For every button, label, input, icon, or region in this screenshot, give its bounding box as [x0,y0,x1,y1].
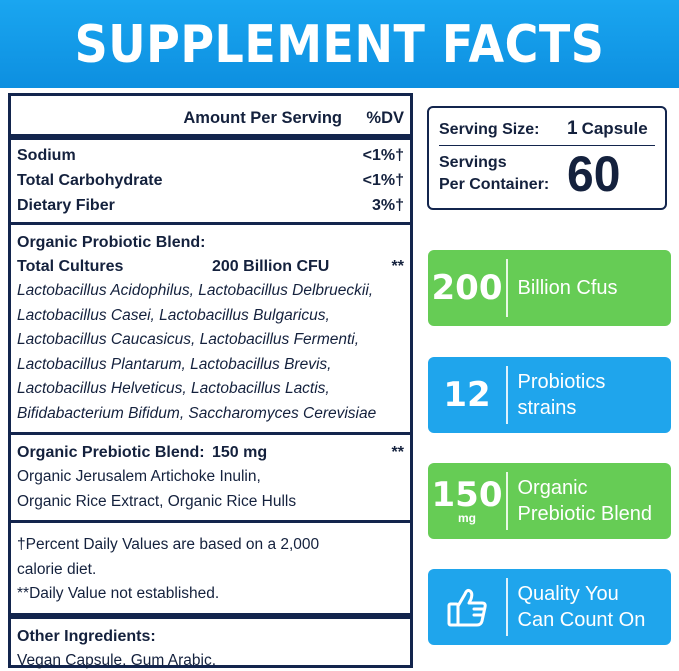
strain-line: Lactobacillus Acidophilus, Lactobacillus… [17,282,374,299]
serving-size-label: Serving Size: [439,121,540,138]
nutrient-dv: <1%† [362,172,404,189]
nutrient-name: Dietary Fiber [17,197,115,214]
probiotic-section: Organic Probiotic Blend: Total Cultures … [17,225,404,432]
nutrient-name: Sodium [17,147,76,164]
cultures-label: Total Cultures [17,258,124,275]
serving-size-value: 1 [567,118,578,139]
card-divider [506,366,508,424]
divider [11,222,410,225]
other-ingredients-section: Other Ingredients: Vegan Capsule, Gum Ar… [17,619,404,671]
card-divider [506,259,508,317]
prebiotic-dv: ** [391,444,404,461]
card-text-line: Can Count On [517,609,646,631]
nutrient-dv: <1%† [362,147,404,164]
prebiotic-line: Organic Rice Extract, Organic Rice Hulls [17,492,297,510]
header-banner: SUPPLEMENT FACTS [0,0,679,88]
other-ingredients-title: Other Ingredients: [17,627,156,645]
card-text-line: Probiotics [517,371,606,393]
feature-card-prebiotic-blend: 150 mg Organic Prebiotic Blend [428,463,671,539]
nutrient-dv: 3%† [371,197,404,214]
strain-line: Lactobacillus Casei, Lactobacillus Bulga… [17,306,330,324]
card-text: Probiotics strains [508,369,606,421]
feature-card-probiotic-strains: 12 Probiotics strains [428,357,671,433]
prebiotic-amount: 150 mg [212,444,268,461]
divider [11,432,410,435]
divider [11,520,410,523]
dv-label: %DV [366,109,404,127]
card-text: Quality You Can Count On [508,581,646,633]
footnote-line: †Percent Daily Values are based on a 2,0… [17,536,320,553]
prebiotic-row: Organic Prebiotic Blend: 150 mg ** [17,441,404,465]
strain-line: Lactobacillus Caucasicus, Lactobacillus … [17,331,360,348]
servings-value: 60 [567,146,621,202]
divider [11,134,410,140]
facts-header: Amount Per Serving %DV [17,96,404,134]
supplement-facts-panel: Amount Per Serving %DV Sodium <1%† Total… [8,93,413,671]
nutrient-name: Total Carbohydrate [17,172,163,189]
card-text: Organic Prebiotic Blend [508,475,653,527]
card-number-unit: mg [458,511,476,525]
card-divider [506,578,508,636]
feature-card-quality: Quality You Can Count On [428,569,671,645]
strain-line: Bifidabacterium Bifidum, Saccharomyces C… [17,404,377,422]
servings-label: Servings Per Container: [439,152,567,196]
amount-per-serving-label: Amount Per Serving [183,109,342,127]
other-ingredients-text: Vegan Capsule, Gum Arabic. [17,651,217,669]
serving-size-row: Serving Size: 1 Capsule [439,114,655,146]
serving-info-box: Serving Size: 1 Capsule Servings Per Con… [427,106,667,210]
cultures-dv: ** [391,258,404,275]
card-number: 150 [431,475,503,515]
card-text-line: Organic [517,477,588,499]
prebiotic-ingredients: Organic Jerusalem Artichoke Inulin, Orga… [17,465,404,514]
servings-label-line: Per Container: [439,176,550,193]
nutrient-row: Dietary Fiber 3%† [17,193,404,218]
banner-title: SUPPLEMENT FACTS [74,13,605,75]
servings-label-line: Servings [439,154,507,171]
card-text-line: Quality You [517,583,619,605]
prebiotic-title: Organic Prebiotic Blend: [17,444,205,461]
card-number-group: 150 mg [428,478,506,524]
card-divider [506,472,508,530]
card-text-line: Billion Cfus [517,277,618,299]
prebiotic-line: Organic Jerusalem Artichoke Inulin, [17,468,261,485]
strain-line: Lactobacillus Plantarum, Lactobacillus B… [17,355,332,373]
footnotes: †Percent Daily Values are based on a 2,0… [17,523,404,613]
card-text-line: strains [517,397,577,419]
card-number: 12 [443,375,491,415]
cultures-row: Total Cultures 200 Billion CFU ** [17,255,404,279]
serving-size-unit: Capsule [581,119,648,138]
nutrient-row: Total Carbohydrate <1%† [17,168,404,193]
probiotic-title: Organic Probiotic Blend: [17,234,206,251]
strain-line: Lactobacillus Helveticus, Lactobacillus … [17,380,330,397]
divider [11,612,410,619]
nutrient-list: Sodium <1%† Total Carbohydrate <1%† Diet… [17,140,404,222]
feature-card-billion-cfus: 200 Billion Cfus [428,250,671,326]
cultures-amount: 200 Billion CFU [212,258,330,275]
nutrient-row: Sodium <1%† [17,143,404,168]
strain-list: Lactobacillus Acidophilus, Lactobacillus… [17,279,404,426]
card-text: Billion Cfus [508,275,618,301]
card-number: 200 [431,268,503,308]
footnote-line: calorie diet. [17,560,97,578]
thumbs-up-icon-svg [447,588,487,627]
servings-per-container-row: Servings Per Container: 60 [439,146,655,202]
card-text-line: Prebiotic Blend [517,503,653,525]
thumbs-up-icon [428,585,506,629]
prebiotic-section: Organic Prebiotic Blend: 150 mg ** Organ… [17,435,404,520]
footnote-line: **Daily Value not established. [17,585,220,602]
